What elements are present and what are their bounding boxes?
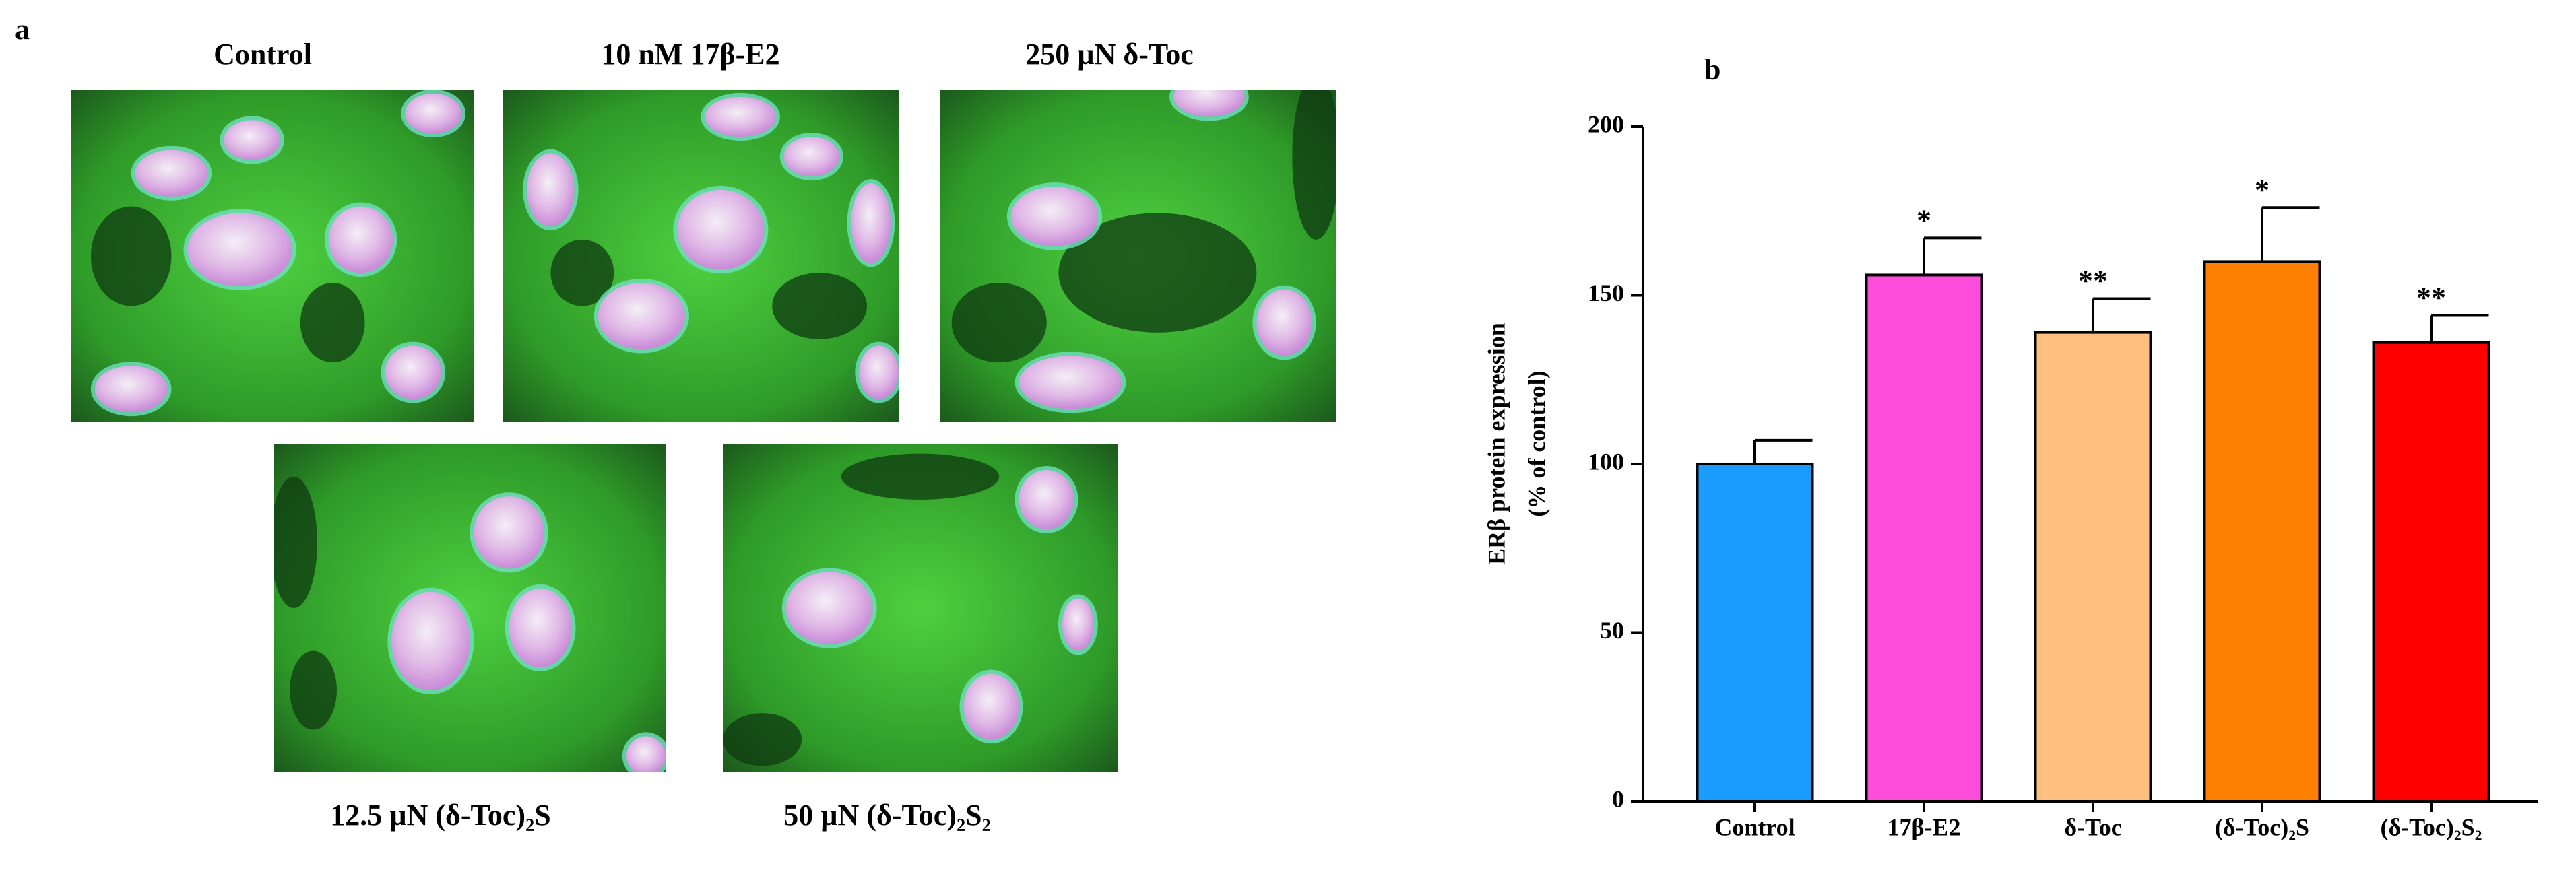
nucleus bbox=[785, 572, 873, 644]
dark-region bbox=[270, 476, 317, 609]
dark-region bbox=[841, 453, 1000, 500]
image-label: 50 µN (δ-Toc)₂S₂ bbox=[783, 799, 991, 832]
micrograph bbox=[274, 444, 666, 772]
nucleus bbox=[851, 183, 891, 263]
panel-a bbox=[71, 90, 1336, 772]
nucleus bbox=[1010, 186, 1099, 246]
dark-region bbox=[290, 650, 337, 730]
dark-region bbox=[300, 282, 365, 363]
nucleus bbox=[677, 189, 765, 270]
x-tick-label: Control bbox=[1714, 813, 1795, 840]
nucleus bbox=[1256, 289, 1312, 356]
dark-region bbox=[723, 713, 802, 766]
y-tick-label: 0 bbox=[1612, 785, 1624, 812]
nucleus bbox=[527, 153, 575, 227]
bar bbox=[2372, 341, 2490, 803]
dark-region bbox=[90, 206, 172, 306]
image-label: 12.5 µN (δ-Toc)₂S bbox=[330, 799, 550, 832]
y-axis-label: (% of control) bbox=[1523, 370, 1550, 516]
y-axis-label: ERβ protein expression bbox=[1483, 323, 1510, 565]
nucleus bbox=[963, 673, 1019, 740]
nucleus bbox=[1062, 598, 1094, 651]
panel-label: b bbox=[1704, 53, 1720, 86]
nucleus bbox=[391, 591, 470, 690]
panel-b: 0 50 100 150 200 ERβ protein expression (% of … bbox=[1483, 110, 2538, 840]
y-tick-label: 200 bbox=[1588, 110, 1624, 137]
dark-region bbox=[772, 273, 868, 339]
nucleus bbox=[474, 496, 544, 569]
nucleus bbox=[1173, 90, 1245, 117]
nucleus bbox=[385, 345, 442, 399]
nucleus bbox=[626, 736, 666, 772]
y-tick-label: 50 bbox=[1600, 617, 1624, 644]
significance-label: ** bbox=[2416, 281, 2446, 314]
nucleus bbox=[705, 96, 777, 137]
nucleus bbox=[783, 137, 839, 177]
nucleus bbox=[1019, 356, 1122, 409]
significance-label: * bbox=[2255, 173, 2269, 206]
nucleus bbox=[859, 345, 899, 399]
panel-label: a bbox=[15, 13, 30, 46]
y-tick-label: 150 bbox=[1588, 279, 1624, 306]
bar bbox=[1696, 463, 1814, 803]
nucleus bbox=[224, 120, 280, 160]
nucleus bbox=[94, 366, 168, 413]
dark-region bbox=[951, 282, 1047, 363]
image-label: Control bbox=[214, 38, 312, 71]
image-label: 10 nM 17β-E2 bbox=[601, 38, 779, 71]
nucleus bbox=[187, 213, 292, 286]
bar bbox=[1865, 273, 1983, 803]
bar bbox=[2203, 260, 2321, 803]
bar bbox=[2034, 331, 2152, 803]
dark-region bbox=[550, 239, 614, 306]
nucleus bbox=[1019, 470, 1074, 529]
significance-label: * bbox=[1917, 203, 1931, 236]
nucleus bbox=[598, 282, 686, 349]
nucleus bbox=[405, 93, 462, 134]
dark-region bbox=[1058, 213, 1257, 333]
x-tick-label: (δ-Toc)₂S bbox=[2215, 813, 2309, 840]
dark-region bbox=[1292, 90, 1336, 240]
significance-label: ** bbox=[2078, 265, 2108, 298]
x-tick-label: (δ-Toc)₂S₂ bbox=[2381, 813, 2482, 840]
image-label: 250 µN δ-Toc bbox=[1025, 38, 1193, 71]
x-tick-label: δ-Toc bbox=[2064, 813, 2121, 840]
y-tick-label: 100 bbox=[1588, 448, 1624, 475]
nucleus bbox=[509, 588, 572, 667]
nucleus bbox=[135, 149, 208, 197]
x-tick-label: 17β-E2 bbox=[1888, 813, 1961, 840]
nucleus bbox=[328, 206, 393, 273]
